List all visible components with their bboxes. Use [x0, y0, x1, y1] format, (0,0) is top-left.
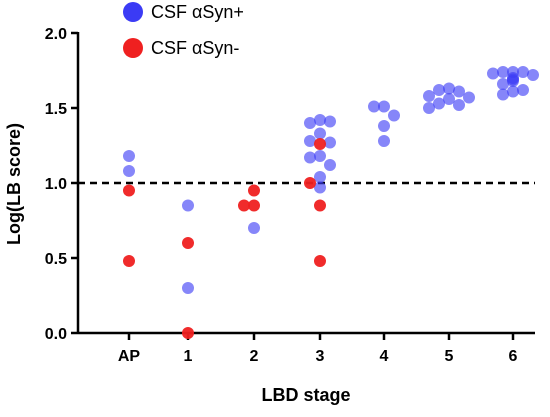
- y-tick-label: 0.0: [45, 326, 67, 343]
- point-asyn-positive: [463, 91, 475, 104]
- point-asyn-positive: [314, 114, 326, 126]
- point-asyn-positive: [453, 85, 465, 98]
- point-asyn-positive: [517, 84, 529, 96]
- point-asyn-negative: [304, 177, 316, 189]
- point-asyn-positive: [497, 88, 509, 101]
- legend: CSF αSyn+ CSF αSyn-: [123, 2, 244, 58]
- point-asyn-positive: [324, 115, 336, 128]
- axes: [71, 31, 535, 340]
- point-asyn-positive: [433, 97, 445, 110]
- point-asyn-positive: [304, 151, 316, 164]
- legend-label: CSF αSyn+: [151, 2, 244, 22]
- point-asyn-positive: [324, 136, 336, 149]
- y-tick-label: 1.0: [45, 176, 67, 193]
- point-asyn-negative: [248, 199, 260, 212]
- point-asyn-positive: [378, 120, 390, 132]
- point-asyn-positive: [487, 67, 499, 80]
- x-axis-label: LBD stage: [261, 385, 350, 405]
- point-asyn-positive: [314, 171, 326, 183]
- point-asyn-negative: [182, 237, 194, 249]
- x-tick-label: 5: [445, 348, 454, 365]
- point-asyn-positive: [123, 150, 135, 162]
- point-asyn-positive: [507, 85, 519, 98]
- legend-marker: [123, 38, 143, 58]
- point-asyn-positive: [497, 66, 509, 78]
- x-tick-label: 4: [380, 348, 389, 365]
- x-tick-label: AP: [118, 348, 141, 365]
- y-tick-label: 0.5: [45, 251, 67, 268]
- point-asyn-positive: [304, 117, 316, 129]
- point-asyn-positive: [497, 78, 509, 90]
- point-asyn-positive: [182, 282, 194, 294]
- x-tick-label: 3: [316, 348, 325, 365]
- point-asyn-negative: [123, 255, 135, 267]
- y-tick-label: 2.0: [45, 26, 67, 43]
- legend-marker: [123, 2, 143, 22]
- y-axis-label: Log(LB score): [4, 123, 24, 245]
- x-tick-label: 6: [509, 348, 518, 365]
- point-asyn-negative: [182, 327, 194, 339]
- data-points: [123, 66, 539, 339]
- point-asyn-positive: [443, 93, 455, 105]
- point-asyn-positive: [423, 90, 435, 102]
- point-asyn-positive: [507, 75, 519, 87]
- point-asyn-positive: [378, 135, 390, 147]
- point-asyn-positive: [423, 102, 435, 114]
- tick-labels: 0.0 0.5 1.0 1.5 2.0 AP 1 2 3 4 5 6: [45, 26, 518, 365]
- y-tick-label: 1.5: [45, 101, 67, 118]
- point-asyn-positive: [182, 199, 194, 212]
- point-asyn-positive: [517, 66, 529, 78]
- point-asyn-positive: [433, 84, 445, 96]
- point-asyn-positive: [324, 159, 336, 171]
- point-asyn-positive: [527, 69, 539, 81]
- point-asyn-positive: [248, 222, 260, 234]
- point-asyn-negative: [314, 255, 326, 267]
- point-asyn-positive: [388, 109, 400, 122]
- point-asyn-positive: [314, 127, 326, 140]
- point-asyn-positive: [368, 100, 380, 113]
- point-asyn-positive: [314, 150, 326, 162]
- point-asyn-positive: [304, 135, 316, 147]
- point-asyn-positive: [314, 181, 326, 194]
- legend-label: CSF αSyn-: [151, 38, 239, 58]
- point-asyn-negative: [314, 199, 326, 212]
- point-asyn-negative: [248, 184, 260, 197]
- point-asyn-positive: [378, 100, 390, 113]
- x-tick-label: 1: [184, 348, 193, 365]
- x-tick-label: 2: [250, 348, 259, 365]
- point-asyn-negative: [314, 138, 326, 150]
- point-asyn-positive: [453, 99, 465, 111]
- point-asyn-positive: [443, 82, 455, 95]
- point-asyn-positive: [123, 165, 135, 177]
- point-asyn-negative: [238, 199, 250, 212]
- point-asyn-negative: [123, 184, 135, 197]
